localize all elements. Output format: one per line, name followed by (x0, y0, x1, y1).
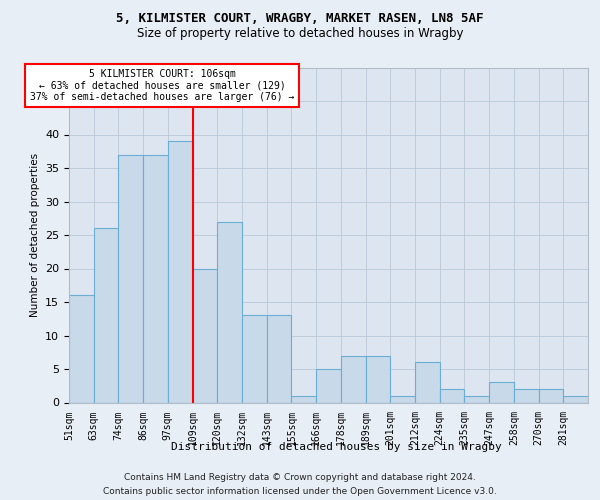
Bar (94, 228, 118, 402)
Text: Size of property relative to detached houses in Wragby: Size of property relative to detached ho… (137, 28, 463, 40)
Bar (440, 389, 464, 402)
Bar (242, 316, 267, 402)
Bar (267, 316, 292, 402)
Text: Contains public sector information licensed under the Open Government Licence v3: Contains public sector information licen… (103, 488, 497, 496)
Text: 5 KILMISTER COURT: 106sqm
← 63% of detached houses are smaller (129)
37% of semi: 5 KILMISTER COURT: 106sqm ← 63% of detac… (30, 69, 295, 102)
Bar (168, 141, 193, 403)
Bar (341, 356, 365, 403)
Bar (365, 356, 390, 403)
Text: Contains HM Land Registry data © Crown copyright and database right 2024.: Contains HM Land Registry data © Crown c… (124, 472, 476, 482)
Bar (489, 382, 514, 402)
Y-axis label: Number of detached properties: Number of detached properties (29, 153, 40, 317)
Bar (118, 154, 143, 402)
Bar (69, 296, 94, 403)
Bar (217, 222, 242, 402)
Text: 5, KILMISTER COURT, WRAGBY, MARKET RASEN, LN8 5AF: 5, KILMISTER COURT, WRAGBY, MARKET RASEN… (116, 12, 484, 26)
Text: Distribution of detached houses by size in Wragby: Distribution of detached houses by size … (170, 442, 502, 452)
Bar (193, 268, 217, 402)
Bar (316, 369, 341, 402)
Bar (390, 396, 415, 402)
Bar (539, 389, 563, 402)
Bar (563, 396, 588, 402)
Bar (143, 154, 168, 402)
Bar (415, 362, 440, 403)
Bar (514, 389, 539, 402)
Bar (292, 396, 316, 402)
Bar (464, 396, 489, 402)
